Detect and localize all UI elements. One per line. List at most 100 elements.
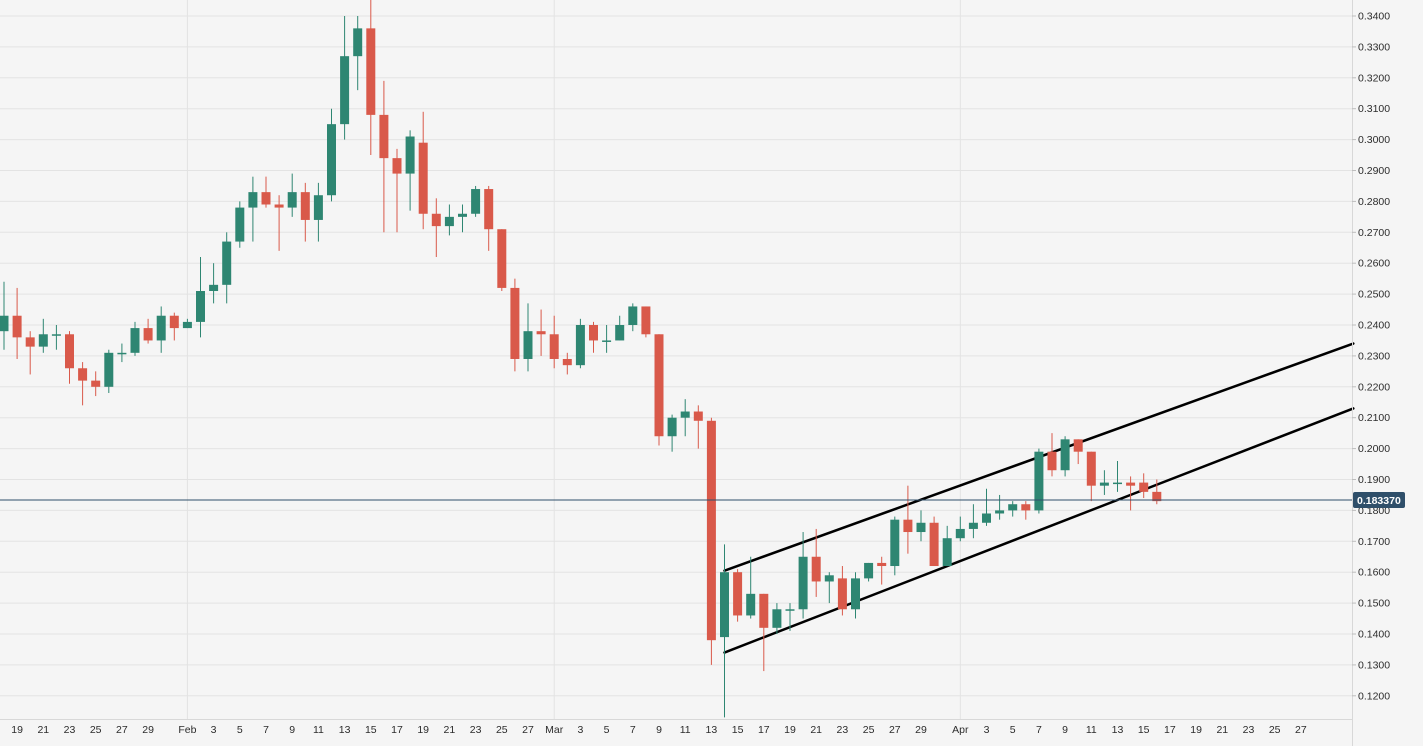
candle[interactable]	[196, 257, 205, 338]
candle-body	[942, 538, 952, 567]
candle[interactable]	[431, 198, 441, 258]
candle[interactable]	[916, 510, 926, 542]
candle-body	[1021, 504, 1031, 511]
date-axis[interactable]: 19 21 23 25 27 29 Feb 3 5 7 9 11 13 15 17 19 21 23 25 27 Mar…	[0, 719, 1352, 737]
candle[interactable]	[628, 303, 638, 332]
candle[interactable]	[759, 593, 769, 672]
candle-body	[156, 315, 166, 341]
candle[interactable]	[51, 325, 61, 350]
candle[interactable]	[536, 309, 546, 356]
candle[interactable]	[471, 185, 481, 217]
candle[interactable]	[91, 371, 101, 397]
trendline[interactable]	[723, 407, 1355, 654]
candle[interactable]	[222, 232, 232, 304]
candle[interactable]	[929, 516, 939, 567]
candle[interactable]	[968, 504, 978, 539]
candle[interactable]	[523, 303, 533, 372]
candle[interactable]	[811, 528, 821, 597]
candle-body	[392, 158, 402, 174]
candle[interactable]	[851, 572, 860, 619]
candle[interactable]	[1034, 448, 1044, 514]
candle[interactable]	[38, 318, 48, 353]
candle[interactable]	[982, 488, 991, 526]
candle[interactable]	[667, 414, 677, 452]
candle[interactable]	[772, 603, 782, 634]
candle-body	[143, 328, 153, 341]
candle[interactable]	[890, 516, 900, 576]
candle[interactable]	[261, 176, 271, 208]
candle[interactable]	[693, 405, 703, 449]
candle[interactable]	[497, 229, 507, 292]
candle[interactable]	[392, 148, 402, 233]
candle[interactable]	[837, 566, 847, 616]
candle[interactable]	[484, 185, 494, 251]
candle[interactable]	[733, 569, 743, 622]
candle[interactable]	[0, 281, 9, 350]
candle[interactable]	[1113, 460, 1122, 492]
candle[interactable]	[995, 494, 1005, 520]
candle[interactable]	[313, 182, 323, 242]
candle[interactable]	[1008, 501, 1018, 517]
candle[interactable]	[300, 182, 310, 242]
candle-body	[0, 315, 9, 332]
candle[interactable]	[182, 318, 192, 329]
candle[interactable]	[169, 312, 179, 341]
candle[interactable]	[248, 176, 258, 242]
candle[interactable]	[720, 544, 729, 718]
candle[interactable]	[1047, 433, 1057, 477]
price-axis[interactable]: 0.12000.13000.14000.15000.16000.17000.18…	[1352, 0, 1390, 746]
candle[interactable]	[615, 315, 625, 341]
candle[interactable]	[327, 108, 336, 202]
candle[interactable]	[156, 306, 166, 353]
candle[interactable]	[589, 321, 598, 353]
candle[interactable]	[366, 0, 376, 156]
candle[interactable]	[1021, 501, 1031, 520]
candle[interactable]	[143, 318, 153, 344]
candle[interactable]	[680, 399, 690, 437]
candle[interactable]	[824, 572, 834, 604]
candle[interactable]	[1139, 473, 1149, 499]
candle[interactable]	[235, 201, 245, 248]
candle[interactable]	[510, 278, 520, 372]
candle[interactable]	[903, 485, 913, 554]
candle[interactable]	[78, 362, 88, 406]
candle[interactable]	[641, 306, 651, 338]
candle[interactable]	[458, 204, 467, 233]
candle[interactable]	[117, 343, 127, 363]
candle[interactable]	[864, 562, 874, 582]
candle[interactable]	[130, 321, 140, 356]
candle[interactable]	[1099, 470, 1109, 495]
candle[interactable]	[654, 334, 664, 446]
candle[interactable]	[25, 331, 35, 375]
candle[interactable]	[274, 195, 284, 251]
candle[interactable]	[785, 603, 795, 631]
candle[interactable]	[1126, 476, 1136, 511]
candle[interactable]	[340, 16, 350, 140]
candle-body	[91, 380, 101, 387]
candle[interactable]	[942, 525, 952, 567]
candle[interactable]	[353, 16, 363, 91]
candle[interactable]	[746, 556, 756, 619]
candle-body	[1099, 482, 1109, 486]
candle[interactable]	[602, 325, 612, 353]
candle[interactable]	[379, 80, 389, 233]
candle[interactable]	[104, 349, 114, 393]
candle[interactable]	[549, 315, 559, 369]
candle[interactable]	[405, 130, 415, 211]
candle[interactable]	[65, 331, 74, 384]
candle[interactable]	[955, 516, 965, 542]
candle[interactable]	[575, 318, 585, 369]
candle[interactable]	[209, 263, 219, 304]
date-tick-label: 25	[1269, 724, 1281, 736]
candle[interactable]	[706, 417, 716, 665]
candle[interactable]	[1073, 439, 1083, 465]
candle[interactable]	[562, 352, 572, 375]
candle[interactable]	[1060, 436, 1070, 477]
candle[interactable]	[798, 532, 808, 619]
candle[interactable]	[877, 556, 887, 585]
candle[interactable]	[12, 287, 22, 359]
candle[interactable]	[444, 204, 454, 236]
candle[interactable]	[287, 173, 297, 217]
candle[interactable]	[1086, 451, 1096, 502]
candle[interactable]	[418, 111, 428, 230]
